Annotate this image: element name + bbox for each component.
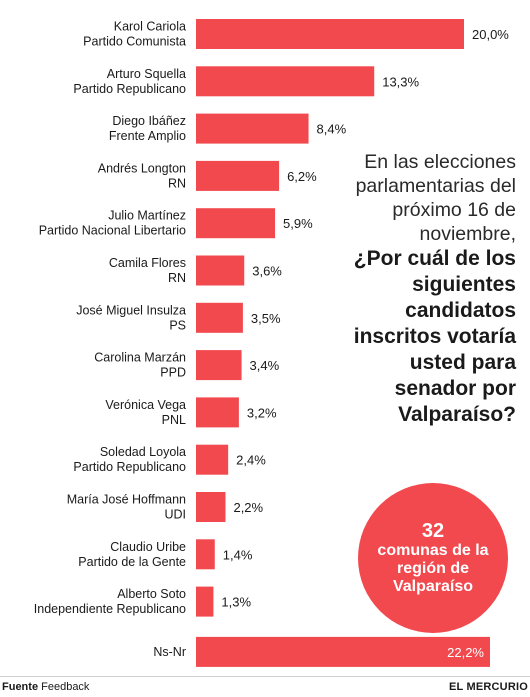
candidate-name: Alberto Soto (117, 587, 186, 601)
candidate-name: Diego Ibáñez (112, 114, 186, 128)
candidate-name: Soledad Loyola (100, 445, 186, 459)
bar (196, 113, 309, 144)
communes-text: comunas de la región de Valparaíso (377, 542, 489, 595)
bar (196, 492, 226, 522)
brand-logo-text: EL MERCURIO (448, 681, 528, 693)
bar (196, 66, 375, 97)
bar-value-label: 22,2% (447, 645, 484, 660)
bar (196, 539, 215, 570)
bar (196, 160, 280, 191)
candidate-name: Verónica Vega (105, 398, 186, 412)
candidate-name: Arturo Squella (107, 67, 186, 81)
candidate-name: María José Hoffmann (67, 493, 186, 507)
source-label: Fuente (2, 681, 39, 693)
bar-value-label: 3,5% (251, 311, 281, 326)
bar (196, 255, 245, 286)
bar (196, 636, 490, 667)
candidate-party: Independiente Republicano (34, 602, 186, 616)
bar (196, 444, 229, 475)
candidate-party: Partido Republicano (73, 460, 186, 474)
source: Fuente Feedback (2, 681, 89, 693)
candidate-party: RN (168, 271, 186, 285)
bar (196, 350, 242, 381)
communes-badge: 32 comunas de la región de Valparaíso (358, 483, 508, 633)
bar-value-label: 1,4% (223, 547, 253, 562)
bar-value-label: 3,4% (250, 358, 280, 373)
bar (196, 397, 239, 428)
candidate-party: Partido Republicano (73, 82, 186, 96)
candidate-name: Ns-Nr (153, 645, 186, 659)
candidate-party: RN (168, 176, 186, 190)
bar-value-label: 20,0% (472, 27, 509, 42)
candidate-name: Karol Cariola (114, 20, 186, 34)
candidate-name: José Miguel Insulza (76, 303, 186, 317)
candidate-name: Carolina Marzán (94, 351, 186, 365)
bar-value-label: 6,2% (287, 169, 317, 184)
bar (196, 586, 214, 617)
candidate-party: Partido Comunista (83, 35, 186, 49)
candidate-name: Claudio Uribe (110, 540, 186, 554)
bar-value-label: 13,3% (382, 74, 419, 89)
bar-value-label: 1,3% (221, 595, 251, 610)
bar-value-label: 8,4% (317, 122, 347, 137)
candidate-name: Julio Martínez (108, 209, 186, 223)
footer: Fuente Feedback EL MERCURIO (0, 676, 530, 697)
bar-value-label: 3,2% (247, 405, 277, 420)
bar (196, 19, 464, 49)
candidate-party: PPD (160, 366, 186, 380)
candidate-name: Camila Flores (109, 256, 186, 270)
candidate-party: Partido Nacional Libertario (39, 224, 186, 238)
question-intro: En las elecciones parlamentarias del pró… (355, 151, 516, 245)
communes-count: 32 (421, 520, 445, 542)
bar-value-label: 2,2% (233, 500, 263, 515)
candidate-name: Andrés Longton (98, 161, 186, 175)
candidate-party: UDI (164, 508, 186, 522)
question-main: ¿Por cuál de los siguientes candidatos i… (353, 247, 516, 426)
bar-value-label: 2,4% (236, 453, 266, 468)
bar-value-label: 5,9% (283, 216, 313, 231)
bar (196, 302, 243, 333)
survey-question: En las elecciones parlamentarias del pró… (326, 150, 516, 428)
bar-value-label: 3,6% (252, 264, 282, 279)
source-value: Feedback (41, 681, 90, 693)
bar (196, 208, 276, 239)
candidate-party: Frente Amplio (109, 129, 186, 143)
candidate-party: PNL (162, 413, 186, 427)
candidate-party: PS (169, 318, 186, 332)
candidate-party: Partido de la Gente (78, 555, 186, 569)
